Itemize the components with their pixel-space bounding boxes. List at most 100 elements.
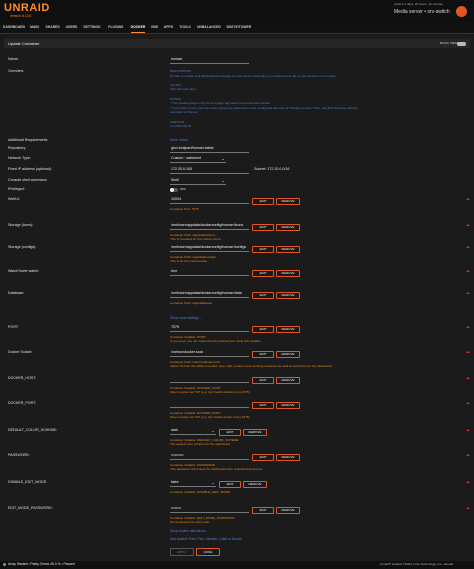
- remove-button[interactable]: REMOVE: [276, 245, 300, 253]
- field-input[interactable]: /mnt/user/appdata/dockerconfig/homarr/co…: [170, 245, 249, 252]
- edit-button[interactable]: EDIT: [252, 376, 274, 384]
- toggle[interactable]: [170, 188, 178, 192]
- nav-tab[interactable]: PLUGINS: [108, 24, 124, 29]
- edit-button[interactable]: EDIT: [252, 245, 274, 253]
- side-arrow: [466, 198, 470, 200]
- field-input[interactable]: Shell: [170, 178, 226, 185]
- field-input[interactable]: /mnt/user/appdata/dockerconfig/homarr/ic…: [170, 223, 249, 230]
- overview-line: https://homarr.dev/: [170, 87, 196, 92]
- remove-button[interactable]: REMOVE: [276, 453, 300, 461]
- copyright: Unraid® webGui ©2023, Lime Technology, I…: [380, 562, 453, 566]
- field-input[interactable]: /mnt/user/appdata/dockerconfig/homarr/da…: [170, 291, 249, 298]
- edit-button[interactable]: EDIT: [219, 480, 241, 488]
- toggle-knob: [170, 187, 174, 192]
- nav-tab[interactable]: SHARES: [45, 24, 60, 29]
- field-input[interactable]: homarr: [170, 57, 249, 64]
- side-arrow: [466, 377, 470, 379]
- version: Version: 6.12.6: [10, 14, 32, 18]
- remove-button[interactable]: REMOVE: [276, 325, 300, 333]
- field-note: This is for the internal data.: [170, 259, 208, 263]
- field-note: Container Variable: PASSWORD: [170, 463, 215, 467]
- avatar[interactable]: [456, 6, 467, 17]
- uptime: Uptime 2 days, 20 hours, 19 minutes: [394, 2, 443, 6]
- overview-line: NOTES: [170, 96, 181, 101]
- nav-tab[interactable]: TOOLS: [179, 24, 191, 29]
- edit-button[interactable]: EDIT: [252, 325, 274, 333]
- edit-button[interactable]: EDIT: [252, 350, 274, 358]
- done-button[interactable]: DONE: [196, 548, 220, 556]
- field-input[interactable]: ••••••••••: [170, 453, 249, 460]
- remove-button[interactable]: REMOVE: [276, 223, 300, 231]
- field-note: Mount socket via TCP (e.g. tcp://mailz-d…: [170, 390, 250, 394]
- remove-button[interactable]: REMOVE: [276, 197, 300, 205]
- array-status: Array Started • Parity-Check 45.3 % • Pa…: [8, 562, 75, 566]
- field-input[interactable]: true: [170, 269, 249, 276]
- status-dot: [3, 563, 6, 566]
- nav-tab[interactable]: USERS: [65, 24, 78, 29]
- field-input[interactable]: 10004: [170, 197, 249, 204]
- edit-button[interactable]: EDIT: [252, 291, 274, 299]
- field-note: Mount socket via TCP (e.g. tcp://mailz-d…: [170, 415, 250, 419]
- nav-tab[interactable]: UNBALANCED: [196, 24, 221, 29]
- select-caret: [222, 180, 224, 182]
- footer: Array Started • Parity-Check 45.3 % • Pa…: [0, 561, 474, 569]
- edit-button[interactable]: EDIT: [252, 223, 274, 231]
- field-input[interactable]: dark: [170, 428, 216, 435]
- logo: UNRAID: [4, 2, 50, 14]
- overview-line: * The installed flag is only for the ima…: [170, 101, 271, 106]
- edit-button[interactable]: EDIT: [219, 428, 241, 436]
- select-caret: [212, 430, 214, 432]
- view-toggle[interactable]: [457, 41, 466, 46]
- remove-button[interactable]: REMOVE: [276, 376, 300, 384]
- field-input[interactable]: ghcr.io/ajnart/homarr:latest: [170, 146, 249, 153]
- overview-line: Homarr is a sleek and lightweight homepa…: [170, 73, 337, 78]
- remove-button[interactable]: REMOVE: [243, 428, 267, 436]
- nav-tab[interactable]: SETTINGS: [83, 24, 101, 29]
- edit-button[interactable]: EDIT: [252, 506, 274, 514]
- remove-button[interactable]: REMOVE: [276, 269, 300, 277]
- remove-button[interactable]: REMOVE: [276, 350, 300, 358]
- nav-tab[interactable]: WATCHTOWER: [226, 24, 252, 29]
- field-input[interactable]: Custom : sabdnest: [170, 156, 226, 163]
- field-input[interactable]: [170, 402, 249, 408]
- overview-line: 1.0 2023-09-18: [170, 124, 191, 129]
- field-label: Name:: [8, 57, 19, 61]
- field-note: Container Port: 7575: [170, 207, 199, 211]
- field-input[interactable]: [170, 377, 249, 383]
- field-label: Repository:: [8, 146, 27, 150]
- field-input[interactable]: 172.20.0.105: [170, 167, 249, 174]
- edit-button[interactable]: EDIT: [252, 401, 274, 409]
- nav-tab[interactable]: VMS: [150, 24, 159, 29]
- side-arrow: [466, 507, 470, 509]
- nav-tab[interactable]: APPS: [163, 24, 174, 29]
- remove-button[interactable]: REMOVE: [243, 480, 267, 488]
- field-note: This is mounted for the custom icons.: [170, 237, 222, 241]
- field-note: Container Variable: PORT: [170, 335, 206, 339]
- remove-button[interactable]: REMOVE: [276, 291, 300, 299]
- field-input[interactable]: /var/run/docker.sock: [170, 350, 249, 357]
- add-another-link[interactable]: Add another Path, Port, Variable, Label …: [170, 537, 242, 541]
- side-arrow: [466, 481, 470, 483]
- side-arrow: [466, 454, 470, 456]
- field-label: Overview:: [8, 69, 24, 73]
- side-arrow: [466, 351, 470, 353]
- remove-button[interactable]: REMOVE: [276, 506, 300, 514]
- allocations-link[interactable]: Show docker allocations ...: [170, 529, 210, 533]
- remove-button[interactable]: REMOVE: [276, 401, 300, 409]
- edit-button[interactable]: EDIT: [252, 197, 274, 205]
- field-input[interactable]: 7575: [170, 325, 249, 332]
- nav-tab[interactable]: DOCKER: [130, 24, 146, 29]
- apply-button[interactable]: APPLY: [170, 548, 194, 556]
- field-label: DISABLE_EDIT_MODE:: [8, 480, 48, 484]
- field-input[interactable]: false: [170, 480, 216, 487]
- more-settings-link[interactable]: Show more settings ...: [170, 316, 203, 320]
- nav-tab[interactable]: MAIN: [30, 24, 39, 29]
- field-label: DEFAULT_COLOR_SCHEME:: [8, 428, 58, 432]
- field-input[interactable]: ••••••••: [170, 506, 249, 513]
- field-label: PASSWORD:: [8, 453, 30, 457]
- edit-button[interactable]: EDIT: [252, 269, 274, 277]
- nav-tab[interactable]: DASHBOARD: [3, 24, 26, 29]
- side-arrow: [466, 246, 470, 248]
- edit-button[interactable]: EDIT: [252, 453, 274, 461]
- field-note: Container Path: /app/public/icons: [170, 233, 216, 237]
